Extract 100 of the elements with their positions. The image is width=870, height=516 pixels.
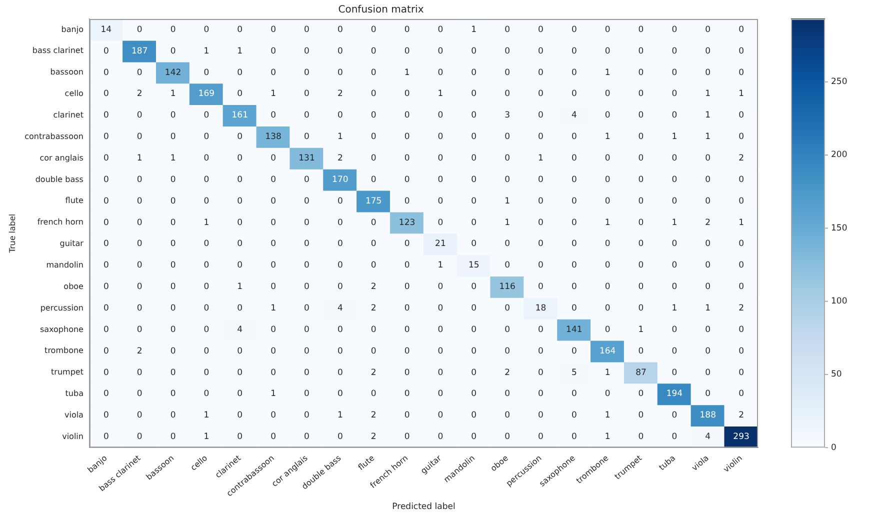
data-label: 0	[270, 218, 276, 228]
data-label: 0	[270, 68, 276, 78]
data-label: 0	[738, 68, 744, 78]
y-tick-label: viola	[64, 410, 84, 420]
data-label: 2	[370, 282, 376, 292]
data-label: 0	[571, 218, 577, 228]
data-label: 14	[100, 24, 112, 35]
data-label: 0	[571, 304, 577, 314]
data-label: 0	[270, 346, 276, 356]
data-label: 1	[705, 89, 711, 100]
data-label: 0	[571, 196, 577, 206]
data-label: 1	[604, 218, 610, 228]
data-label: 0	[604, 304, 610, 314]
data-label: 0	[705, 324, 711, 335]
data-label: 0	[304, 110, 310, 121]
data-label: 0	[170, 110, 176, 121]
data-label: 0	[538, 68, 544, 78]
y-tick-label: contrabassoon	[24, 132, 84, 141]
data-label: 0	[136, 196, 142, 206]
data-label: 0	[237, 346, 243, 356]
data-label: 1	[504, 218, 510, 228]
data-label: 0	[638, 389, 644, 400]
data-label: 1	[270, 89, 276, 100]
data-label: 0	[738, 110, 744, 121]
data-label: 0	[538, 174, 544, 185]
data-label: 0	[504, 154, 510, 164]
data-label: 0	[471, 132, 477, 142]
data-label: 0	[471, 218, 477, 228]
data-label: 116	[499, 282, 516, 292]
data-label: 0	[170, 24, 176, 35]
data-label: 0	[370, 174, 376, 185]
data-label: 0	[103, 218, 109, 228]
y-tick-label: trombone	[44, 346, 84, 356]
data-label: 0	[604, 260, 610, 271]
data-label: 0	[438, 46, 444, 56]
data-label: 0	[370, 24, 376, 35]
data-label: 0	[370, 346, 376, 356]
data-label: 3	[504, 110, 510, 121]
data-label: 0	[404, 174, 410, 185]
data-label: 0	[337, 110, 343, 121]
data-label: 1	[705, 110, 711, 121]
y-tick-label: cello	[64, 89, 84, 98]
data-label: 0	[170, 239, 176, 250]
data-label: 0	[103, 282, 109, 292]
data-label: 0	[204, 368, 210, 378]
data-label: 0	[438, 346, 444, 356]
data-label: 0	[270, 260, 276, 271]
data-label: 0	[103, 154, 109, 164]
data-label: 0	[538, 110, 544, 121]
data-label: 0	[471, 410, 477, 421]
data-label: 0	[604, 174, 610, 185]
data-label: 0	[638, 410, 644, 421]
data-label: 0	[204, 324, 210, 335]
data-label: 0	[337, 260, 343, 271]
data-label: 0	[672, 260, 678, 271]
data-label: 0	[170, 346, 176, 356]
data-label: 0	[237, 239, 243, 250]
data-label: 0	[404, 304, 410, 314]
data-label: 0	[103, 368, 109, 378]
data-label: 0	[638, 24, 644, 35]
data-label: 0	[604, 239, 610, 250]
data-label: 18	[535, 304, 546, 314]
data-label: 0	[304, 260, 310, 271]
data-label: 0	[136, 239, 142, 250]
data-label: 0	[705, 46, 711, 56]
data-label: 0	[337, 239, 343, 250]
color-bar-label: 200	[831, 150, 848, 160]
data-label: 0	[571, 89, 577, 100]
data-label: 1	[170, 89, 176, 100]
data-label: 0	[604, 89, 610, 100]
data-label: 0	[438, 24, 444, 35]
x-axis-title: Predicted label	[392, 502, 456, 512]
data-label: 0	[237, 304, 243, 314]
data-label: 0	[237, 196, 243, 206]
data-label: 0	[270, 410, 276, 421]
data-label: 1	[204, 432, 210, 442]
data-label: 0	[404, 46, 410, 56]
data-label: 0	[304, 89, 310, 100]
data-label: 0	[738, 132, 744, 142]
data-label: 0	[304, 174, 310, 185]
data-label: 0	[304, 46, 310, 56]
data-label: 0	[404, 24, 410, 35]
data-label: 0	[571, 282, 577, 292]
data-label: 0	[738, 239, 744, 250]
data-label: 0	[404, 239, 410, 250]
data-label: 0	[738, 260, 744, 271]
data-label: 0	[672, 239, 678, 250]
data-label: 0	[170, 304, 176, 314]
data-label: 131	[298, 154, 315, 164]
data-label: 0	[471, 432, 477, 442]
data-label: 0	[103, 46, 109, 56]
data-label: 0	[270, 24, 276, 35]
y-tick-label: cor anglais	[40, 153, 84, 162]
data-label: 0	[705, 346, 711, 356]
data-label: 0	[270, 324, 276, 335]
data-label: 4	[571, 110, 577, 121]
data-label: 175	[365, 196, 382, 206]
data-label: 0	[738, 196, 744, 206]
data-label: 0	[204, 110, 210, 121]
data-label: 0	[204, 239, 210, 250]
